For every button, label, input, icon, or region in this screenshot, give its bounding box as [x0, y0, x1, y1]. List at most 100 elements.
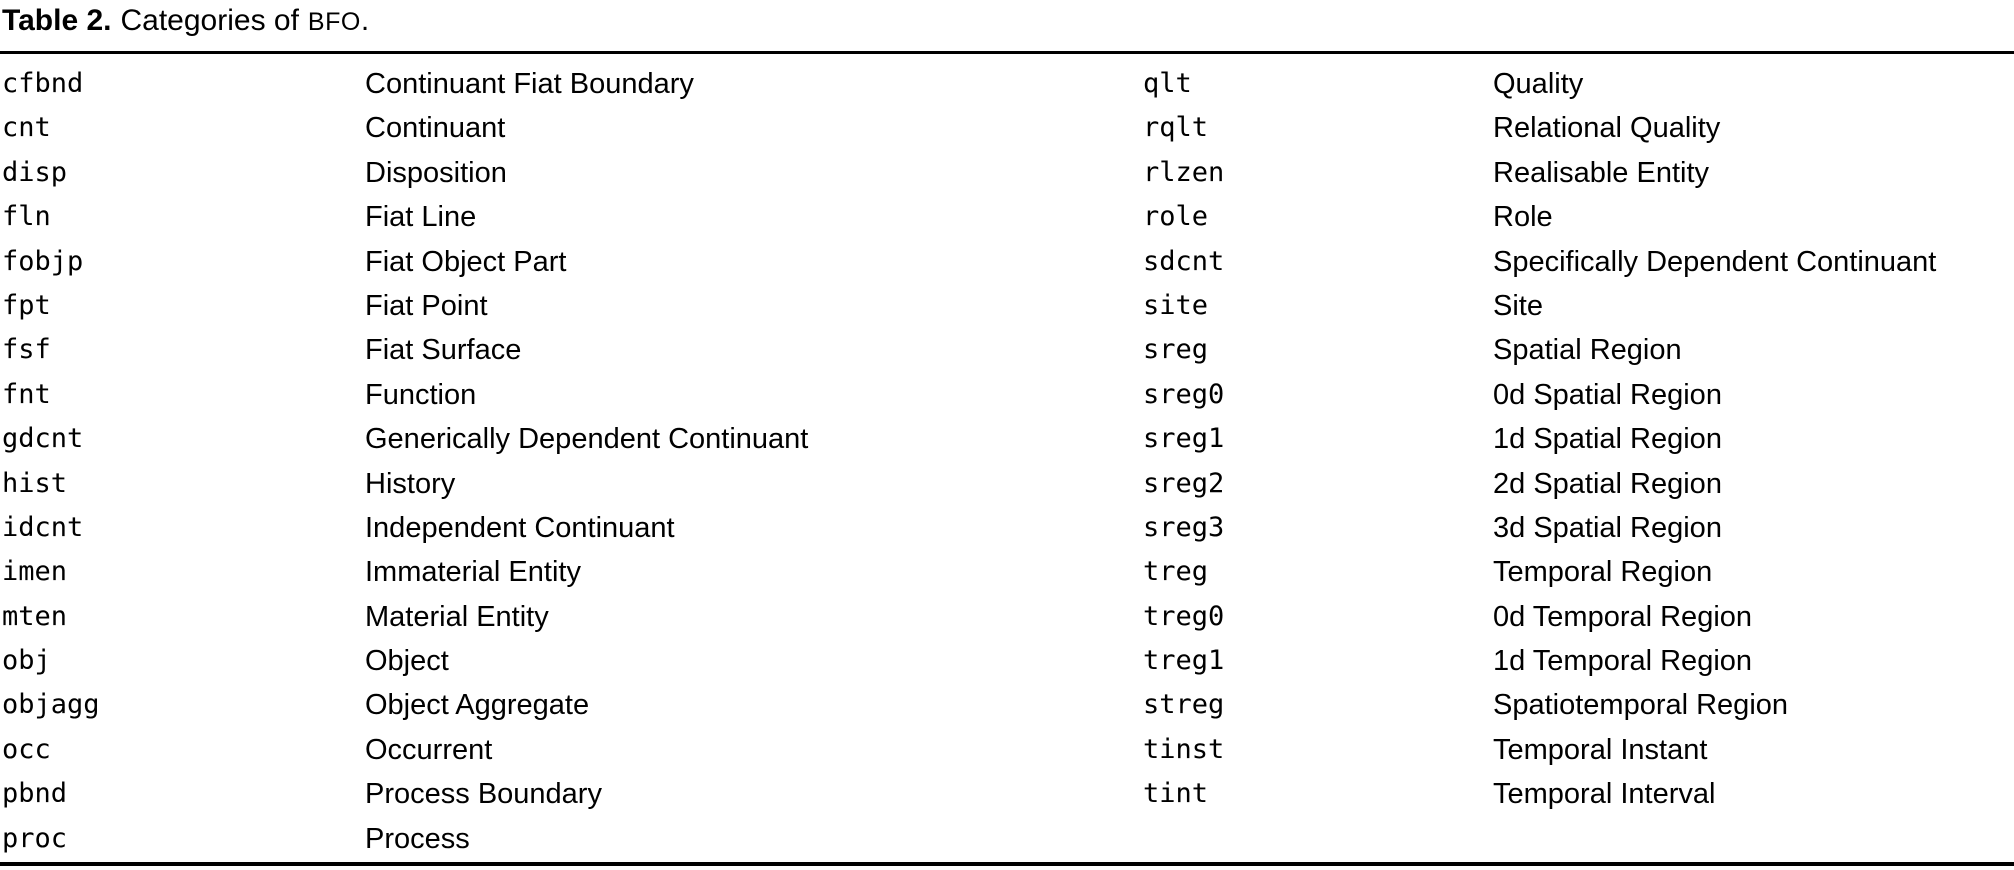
category-name: Generically Dependent Continuant	[365, 423, 809, 456]
category-abbreviation: treg0	[1143, 600, 1225, 632]
category-abbreviation: mten	[2, 600, 68, 632]
category-abbreviation: proc	[2, 822, 68, 854]
category-abbreviation: tint	[1143, 778, 1209, 810]
category-abbreviation: treg1	[1143, 645, 1225, 677]
category-abbreviation: qlt	[1143, 68, 1192, 99]
category-name: Relational Quality	[1493, 112, 1721, 145]
category-name: 0d Spatial Region	[1493, 378, 1722, 411]
category-abbreviation: disp	[2, 156, 68, 188]
category-name: Site	[1493, 289, 1543, 322]
category-abbreviation: sreg1	[1143, 423, 1225, 455]
table-row: proc Process	[0, 817, 1143, 861]
category-abbreviation: sreg2	[1143, 467, 1225, 499]
table-row: hist History	[0, 462, 1143, 506]
category-abbreviation: tinst	[1143, 733, 1225, 765]
category-name: 2d Spatial Region	[1493, 467, 1722, 500]
table-row: streg Spatiotemporal Region	[1143, 683, 2014, 727]
table-row: sreg1 1d Spatial Region	[1143, 417, 2014, 461]
category-abbreviation: gdcnt	[2, 423, 84, 455]
table-row: fsf Fiat Surface	[0, 328, 1143, 372]
category-abbreviation: fln	[2, 201, 51, 233]
category-abbreviation: streg	[1143, 689, 1225, 721]
category-name: Fiat Line	[365, 201, 477, 234]
category-name: Role	[1493, 201, 1553, 234]
category-name: Continuant Fiat Boundary	[365, 68, 694, 100]
table-row: treg0 0d Temporal Region	[1143, 595, 2014, 639]
category-abbreviation: fnt	[2, 378, 51, 410]
table-caption: Table 2. Categories of BFO.	[2, 0, 369, 43]
category-name: Independent Continuant	[365, 511, 675, 544]
category-abbreviation: cfbnd	[2, 68, 84, 99]
table-row: mten Material Entity	[0, 595, 1143, 639]
table-row: objagg Object Aggregate	[0, 683, 1143, 727]
category-name: Object Aggregate	[365, 689, 590, 722]
table-row: occ Occurrent	[0, 728, 1143, 772]
category-abbreviation: rlzen	[1143, 156, 1225, 188]
table-right-column: qlt Quality rqlt Relational Quality rlzen Rea…	[1143, 54, 2014, 862]
category-name: Function	[365, 378, 477, 411]
table-row: gdcnt Generically Dependent Continuant	[0, 417, 1143, 461]
category-abbreviation: obj	[2, 645, 51, 677]
category-name: History	[365, 467, 456, 500]
category-name: Fiat Point	[365, 289, 488, 322]
table-row: tint Temporal Interval	[1143, 772, 2014, 816]
table-caption-acronym: BFO	[307, 8, 361, 36]
table-row: sreg0 0d Spatial Region	[1143, 373, 2014, 417]
category-name: Quality	[1493, 68, 1584, 100]
category-name: Disposition	[365, 156, 507, 189]
category-abbreviation: cnt	[2, 112, 51, 144]
category-name: 0d Temporal Region	[1493, 600, 1753, 633]
category-abbreviation: sdcnt	[1143, 245, 1225, 277]
table-row: idcnt Independent Continuant	[0, 506, 1143, 550]
category-abbreviation: fpt	[2, 289, 51, 321]
category-name: Specifically Dependent Continuant	[1493, 245, 1937, 278]
table-row: sreg Spatial Region	[1143, 328, 2014, 372]
table-row: sdcnt Specifically Dependent Continuant	[1143, 240, 2014, 284]
table-left-column: cfbnd Continuant Fiat Boundary cnt Continua…	[0, 54, 1143, 862]
category-abbreviation: sreg3	[1143, 511, 1225, 543]
table-caption-label: Table 2.	[2, 4, 112, 37]
category-abbreviation: idcnt	[2, 511, 84, 543]
category-name: Process Boundary	[365, 778, 602, 811]
table-caption-suffix: .	[360, 4, 370, 37]
table-row: treg Temporal Region	[1143, 550, 2014, 594]
table-row: fnt Function	[0, 373, 1143, 417]
category-name: 1d Temporal Region	[1493, 645, 1753, 678]
category-name: Temporal Interval	[1493, 778, 1716, 811]
table-row: treg1 1d Temporal Region	[1143, 639, 2014, 683]
category-abbreviation: sreg0	[1143, 378, 1225, 410]
table-row: role Role	[1143, 195, 2014, 239]
category-name: Continuant	[365, 112, 506, 145]
table-row: rqlt Relational Quality	[1143, 106, 2014, 150]
category-abbreviation: objagg	[2, 689, 100, 721]
category-abbreviation: role	[1143, 201, 1209, 233]
table-row: fpt Fiat Point	[0, 284, 1143, 328]
table-row: pbnd Process Boundary	[0, 772, 1143, 816]
category-abbreviation: fsf	[2, 334, 51, 366]
category-abbreviation: fobjp	[2, 245, 84, 277]
table-row: imen Immaterial Entity	[0, 550, 1143, 594]
table-row: cfbnd Continuant Fiat Boundary	[0, 62, 1143, 106]
table-row: obj Object	[0, 639, 1143, 683]
table-row: qlt Quality	[1143, 62, 2014, 106]
category-name: Material Entity	[365, 600, 549, 633]
category-name: Spatial Region	[1493, 334, 1682, 367]
category-name: Spatiotemporal Region	[1493, 689, 1789, 722]
table-row: fobjp Fiat Object Part	[0, 240, 1143, 284]
category-name: Object	[365, 645, 449, 678]
category-name: 3d Spatial Region	[1493, 511, 1722, 544]
table-row: cnt Continuant	[0, 106, 1143, 150]
table-row: rlzen Realisable Entity	[1143, 151, 2014, 195]
category-abbreviation: sreg	[1143, 334, 1209, 366]
category-abbreviation: pbnd	[2, 778, 68, 810]
table-caption-text: Categories of	[120, 4, 299, 37]
category-abbreviation: treg	[1143, 556, 1209, 588]
table-row: tinst Temporal Instant	[1143, 728, 2014, 772]
category-name: Immaterial Entity	[365, 556, 581, 589]
category-name: Temporal Region	[1493, 556, 1713, 589]
table-row: sreg3 3d Spatial Region	[1143, 506, 2014, 550]
category-name: 1d Spatial Region	[1493, 423, 1722, 456]
category-name: Occurrent	[365, 733, 493, 766]
table-row: disp Disposition	[0, 151, 1143, 195]
category-abbreviation: hist	[2, 467, 68, 499]
